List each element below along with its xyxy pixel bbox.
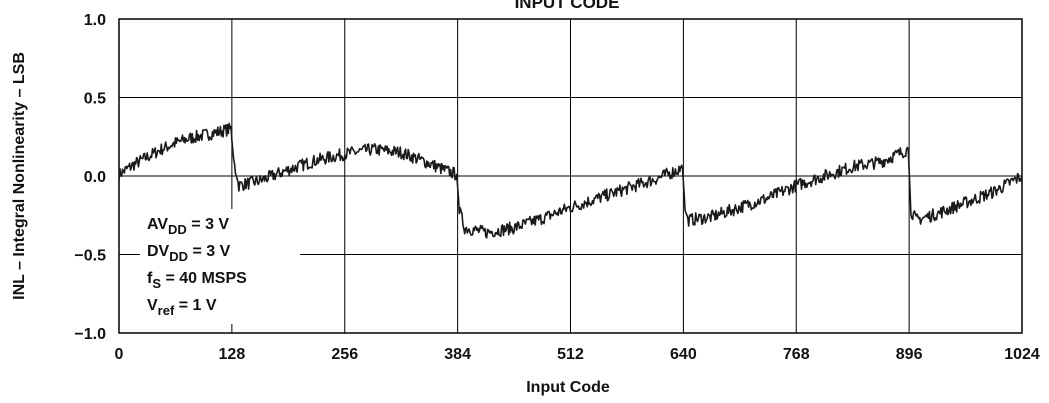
x-tick-label: 0 (115, 346, 124, 363)
x-tick-label: 128 (219, 346, 246, 363)
series-line (118, 122, 1023, 239)
x-tick-label: 896 (896, 346, 923, 363)
annotation-line: DVDD = 3 V (147, 243, 231, 264)
x-tick-label: 512 (557, 346, 584, 363)
x-tick-label: 640 (670, 346, 697, 363)
x-tick-label: 384 (444, 346, 471, 363)
x-tick-label: 1024 (1004, 346, 1040, 363)
y-tick-label: −1.0 (74, 326, 106, 343)
x-tick-label: 256 (331, 346, 358, 363)
y-tick-label: −0.5 (74, 248, 106, 265)
y-tick-labels: 1.0 0.5 0.0 −0.5 −1.0 (74, 12, 106, 343)
x-axis-label: Input Code (526, 379, 610, 396)
series-group (118, 122, 1023, 239)
annotation-line: Vref = 1 V (147, 297, 217, 318)
annotation-line: AVDD = 3 V (147, 216, 229, 237)
chart-title: INPUT CODE (515, 0, 620, 12)
annotation: AVDD = 3 V DVDD = 3 V fS = 40 MSPS Vref = 1… (147, 216, 247, 318)
y-tick-label: 0.5 (84, 91, 106, 108)
x-tick-label: 768 (783, 346, 810, 363)
y-tick-label: 0.0 (84, 169, 106, 186)
annotation-line: fS = 40 MSPS (147, 270, 247, 291)
y-axis-label: INL – Integral Nonlinearity – LSB (11, 52, 28, 300)
y-tick-label: 1.0 (84, 12, 106, 29)
x-tick-labels: 0 128 256 384 512 640 768 896 1024 (115, 346, 1040, 363)
annotation-box (140, 209, 300, 324)
